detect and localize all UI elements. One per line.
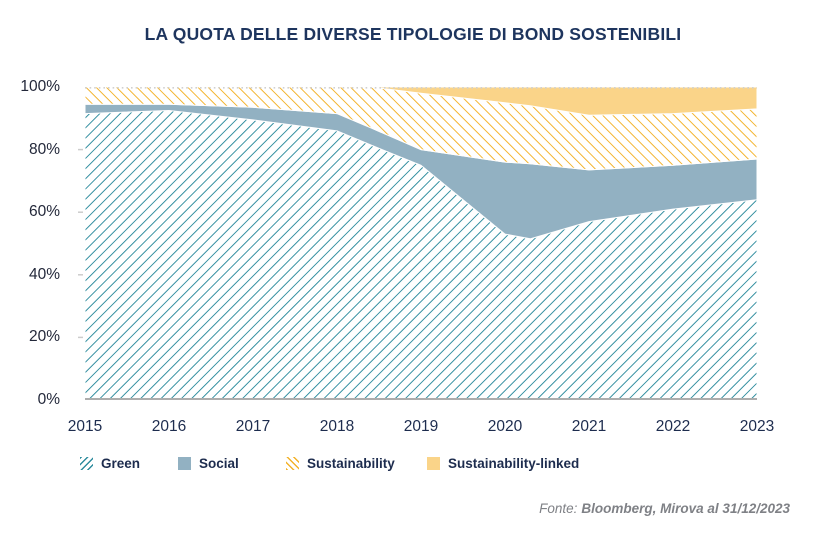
stacked-area-chart [78, 86, 758, 401]
legend-swatch-hatch-yellow [286, 457, 299, 470]
x-axis-label: 2016 [151, 418, 187, 435]
legend-item-social: Social [178, 456, 239, 471]
x-axis-label: 2015 [67, 418, 103, 435]
x-axis-label: 2020 [487, 418, 523, 435]
chart-title: LA QUOTA DELLE DIVERSE TIPOLOGIE DI BOND… [144, 24, 682, 44]
x-axis-label: 2023 [739, 418, 775, 435]
y-axis-label: 0% [37, 391, 60, 408]
legend-swatch-solid-blue [178, 457, 191, 470]
legend-item-sustainability-linked: Sustainability-linked [427, 456, 579, 471]
source-note: Fonte: Bloomberg, Mirova al 31/12/2023 [539, 501, 790, 516]
legend-label: Green [101, 456, 141, 471]
y-axis-label: 20% [28, 328, 60, 346]
y-axis-label: 80% [28, 140, 60, 158]
x-axis-label: 2021 [571, 418, 607, 435]
x-axis-label: 2022 [655, 418, 691, 435]
source-text: Bloomberg, Mirova al 31/12/2023 [581, 501, 790, 516]
x-axis-label: 2019 [403, 418, 439, 435]
legend-label: Sustainability-linked [448, 456, 580, 471]
y-axis-label: 60% [28, 203, 60, 221]
y-axis-label: 40% [28, 265, 60, 283]
legend-item-green: Green [80, 456, 140, 471]
legend-item-sustainability: Sustainability [286, 456, 395, 471]
legend-swatch-hatch-teal [80, 457, 93, 470]
x-axis-label: 2017 [235, 418, 271, 435]
y-axis-label: 100% [20, 78, 60, 95]
x-axis-label: 2018 [319, 418, 355, 435]
legend-label: Sustainability [307, 456, 395, 471]
legend-label: Social [199, 456, 239, 471]
source-prefix: Fonte: [539, 501, 578, 516]
area-sustainability-linked [85, 86, 758, 116]
legend-swatch-solid-yellow [427, 457, 440, 470]
